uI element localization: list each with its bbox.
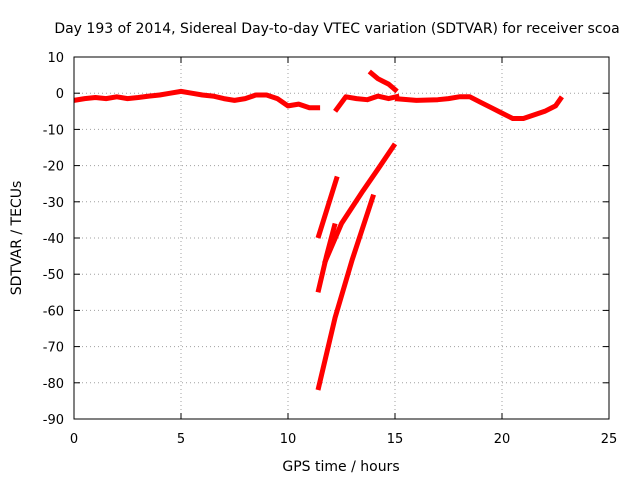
series-arc-4 (394, 94, 564, 121)
y-tick-label: -90 (43, 413, 64, 428)
x-tick-label: 10 (280, 432, 297, 447)
series-arc-5 (315, 175, 340, 239)
x-axis-label: GPS time / hours (282, 459, 399, 475)
x-tick-label: 5 (177, 432, 185, 447)
y-tick-label: -60 (43, 304, 64, 319)
y-tick-label: -20 (43, 160, 64, 175)
x-tick-label: 20 (494, 432, 511, 447)
axis-ticks: 10 0 -10 -20 -30 -40 -50 -60 -70 -80 -90 0 5 10 15 20 25 (43, 51, 618, 447)
y-tick-label: -70 (43, 341, 64, 356)
chart-title: Day 193 of 2014, Sidereal Day-to-day VTE… (54, 21, 619, 37)
series-arc-8 (315, 193, 376, 391)
y-tick-label: 0 (56, 87, 64, 102)
y-tick-label: -80 (43, 377, 64, 392)
y-tick-label: -50 (43, 268, 64, 283)
series-arc-1 (73, 88, 321, 111)
data-series (73, 69, 564, 391)
y-tick-label: 10 (47, 51, 64, 66)
series-arc-2 (333, 93, 400, 113)
y-tick-label: -40 (43, 232, 64, 247)
y-tick-label: -30 (43, 196, 64, 211)
series-arc-3 (367, 69, 399, 94)
grid-lines (74, 57, 609, 419)
y-axis-label: SDTVAR / TECUs (9, 181, 25, 296)
x-tick-label: 0 (70, 432, 78, 447)
series-arc-7 (322, 142, 398, 265)
x-tick-label: 15 (387, 432, 404, 447)
y-tick-label: -10 (43, 123, 64, 138)
x-tick-label: 25 (601, 432, 618, 447)
